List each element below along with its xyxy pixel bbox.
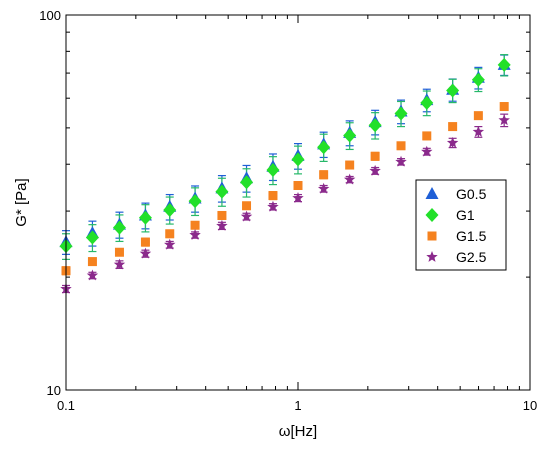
data-point-g2-5 <box>472 125 485 137</box>
legend-marker <box>425 187 439 199</box>
data-point-g2-5 <box>113 258 126 270</box>
data-point-g1-5 <box>114 247 124 257</box>
legend-label: G1 <box>456 207 475 223</box>
data-point-g2-5 <box>267 200 279 212</box>
data-point-g1-5 <box>319 170 329 180</box>
legend-label: G2.5 <box>456 249 487 265</box>
x-tick-label: 0.1 <box>57 398 75 413</box>
data-point-g2-5 <box>369 164 381 176</box>
data-point-g1 <box>291 152 305 167</box>
data-point-g1 <box>497 57 511 72</box>
data-point-g1 <box>240 175 254 190</box>
y-tick-label: 10 <box>47 383 61 398</box>
data-point-g1 <box>266 163 280 178</box>
data-point-g1-5 <box>396 141 406 151</box>
data-point-g1 <box>138 210 152 225</box>
data-point-g1-5 <box>242 201 252 211</box>
data-point-g2-5 <box>446 136 459 148</box>
data-point-g1-5 <box>190 220 200 230</box>
data-point-g2-5 <box>216 219 228 231</box>
legend-label: G1.5 <box>456 228 487 244</box>
data-point-g2-5 <box>292 192 304 203</box>
data-point-g2-5 <box>421 145 433 157</box>
y-tick-label: 100 <box>39 8 61 23</box>
data-point-g1-5 <box>422 131 432 141</box>
data-point-g1 <box>446 83 460 98</box>
data-point-g1-5 <box>499 102 509 112</box>
data-point-g1-5 <box>165 229 175 239</box>
data-point-g2-5 <box>86 269 99 281</box>
data-point-g1 <box>112 220 126 235</box>
data-point-g1 <box>317 140 331 155</box>
y-axis-label: G* [Pa] <box>13 178 30 226</box>
data-point-g2-5 <box>139 247 152 259</box>
data-point-g2-5 <box>189 229 201 240</box>
data-point-g1 <box>368 118 382 133</box>
data-point-g1 <box>420 95 434 110</box>
data-point-g1-5 <box>345 160 355 170</box>
legend-marker <box>427 231 437 241</box>
axis-ticks: 0.1 1 10 10 100 <box>39 8 537 413</box>
legend-marker <box>426 251 438 262</box>
data-point-g1 <box>343 128 357 143</box>
legend-label: G0.5 <box>456 186 487 202</box>
data-point-g1 <box>188 194 202 209</box>
data-markers <box>59 57 511 294</box>
data-point-g1-5 <box>87 257 97 267</box>
x-tick-label: 10 <box>523 398 537 413</box>
data-point-g1-5 <box>370 151 380 161</box>
x-tick-label: 1 <box>294 398 301 413</box>
data-point-g2-5 <box>343 173 356 185</box>
data-point-g1-5 <box>140 237 150 247</box>
data-point-g2-5 <box>498 114 510 126</box>
data-point-g1 <box>394 106 408 121</box>
data-point-g1 <box>471 72 485 87</box>
data-point-g2-5 <box>240 210 253 222</box>
data-point-g1-5 <box>473 111 483 121</box>
data-point-g1-5 <box>268 191 278 201</box>
data-point-g2-5 <box>164 238 176 250</box>
legend: G0.5 G1 G1.5 G2.5 <box>415 179 507 271</box>
data-point-g1-5 <box>293 181 303 191</box>
data-point-g1 <box>163 202 177 217</box>
data-point-g1 <box>215 184 229 199</box>
x-axis-label: ω[Hz] <box>279 423 317 440</box>
data-point-g1-5 <box>217 210 227 220</box>
data-point-g1-5 <box>448 122 458 132</box>
legend-marker <box>425 208 439 222</box>
data-point-g2-5 <box>317 182 330 194</box>
data-point-g1 <box>85 230 99 245</box>
data-point-g2-5 <box>395 155 407 167</box>
